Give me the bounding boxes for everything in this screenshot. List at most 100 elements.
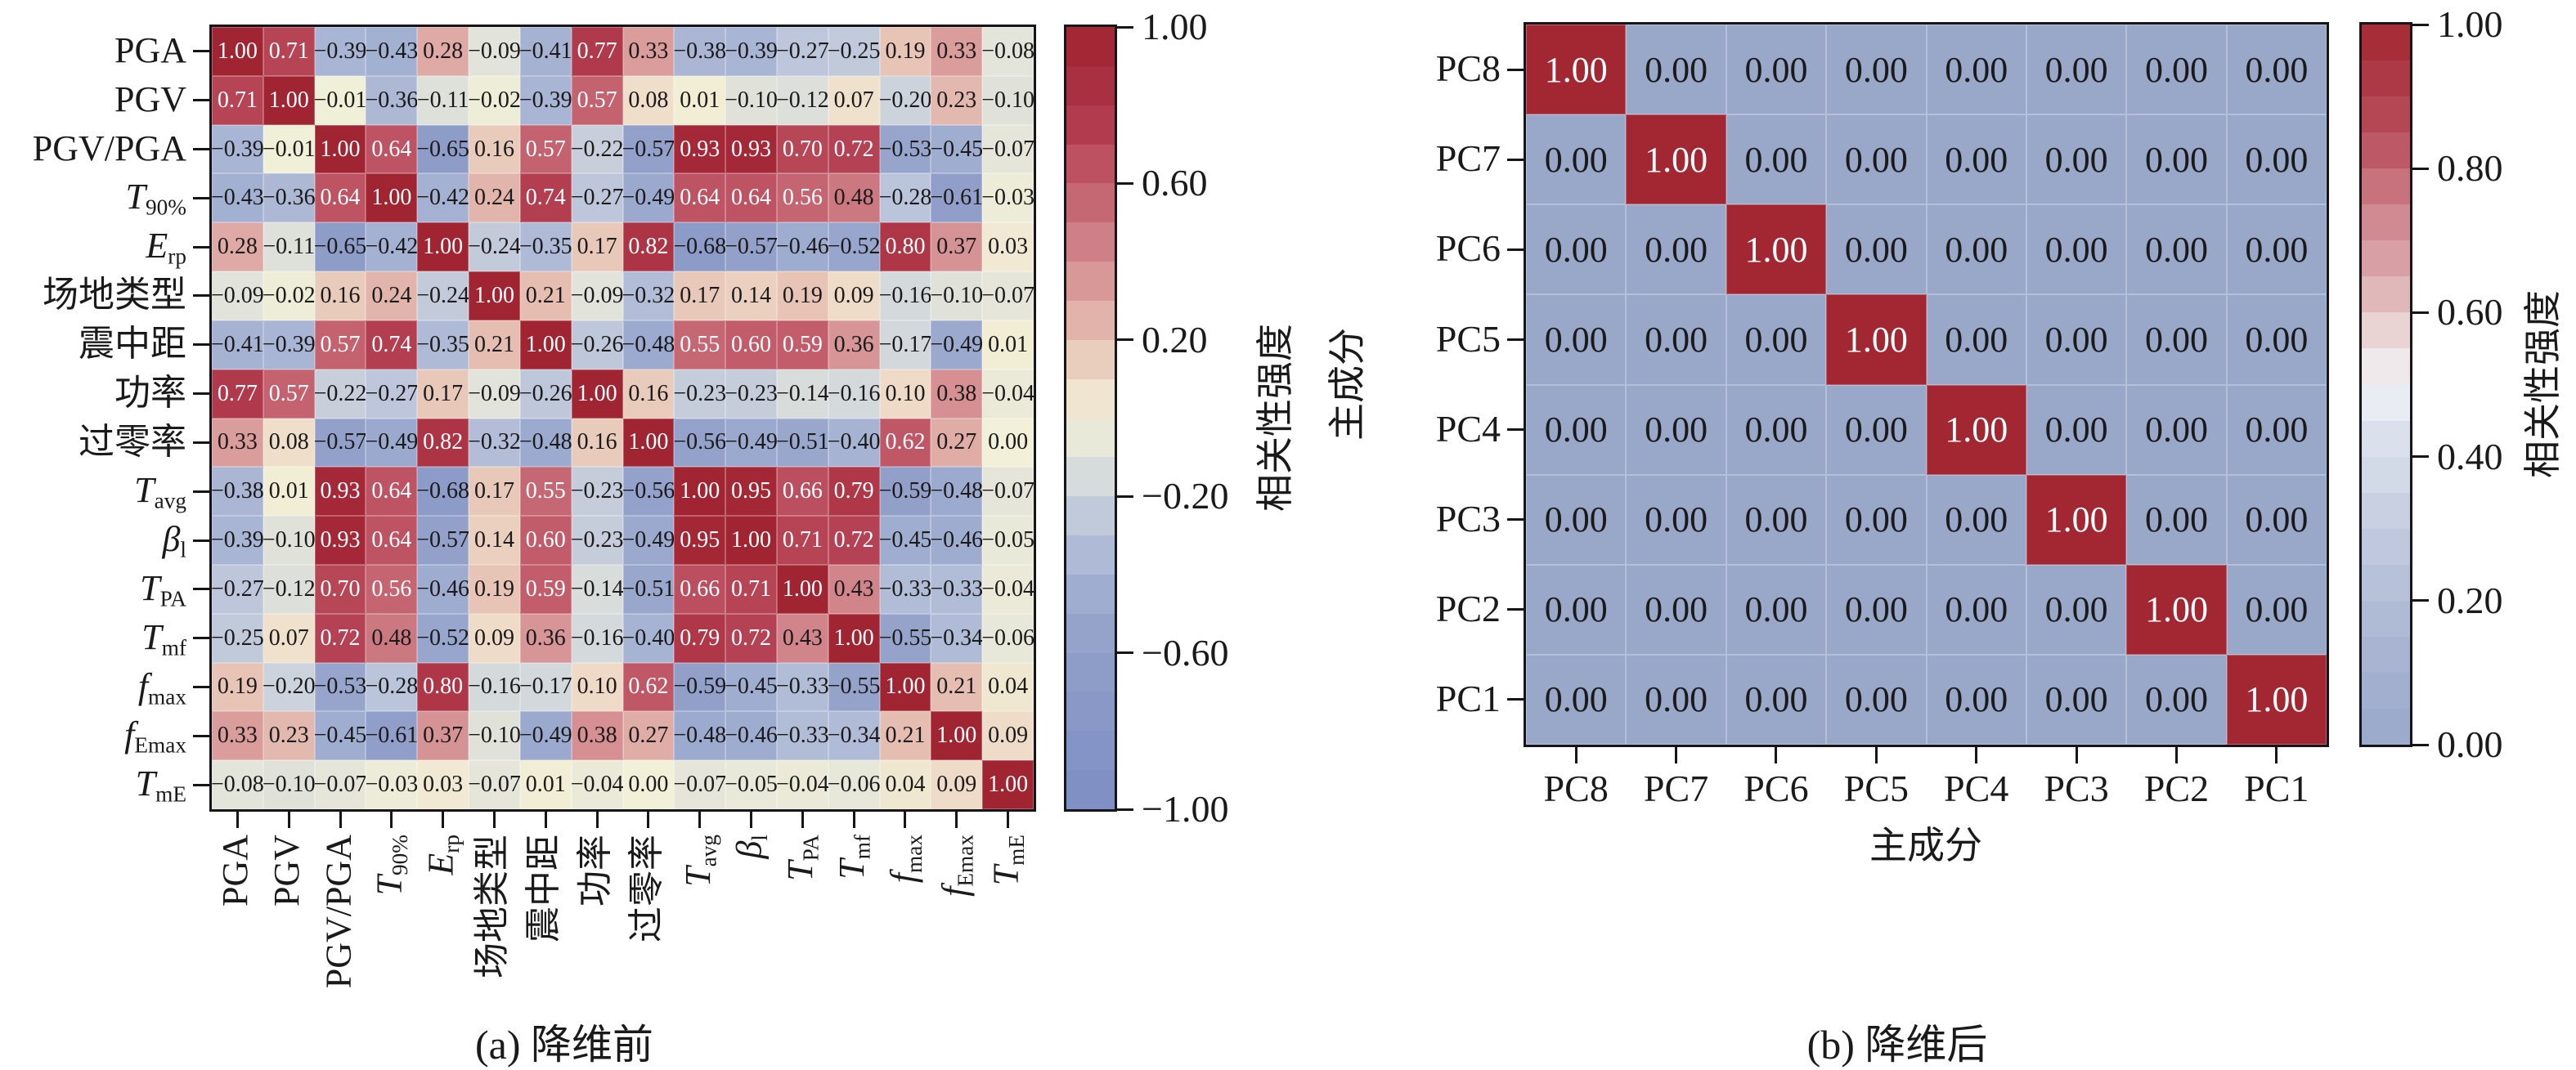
- heatmap-cell: 0.04: [879, 760, 931, 809]
- heatmap-cell: 0.00: [2026, 114, 2127, 205]
- heatmap-cell: 0.00: [2226, 204, 2327, 295]
- y-tick: [193, 196, 209, 199]
- colorbar-band: [2362, 276, 2410, 313]
- colorbar-band: [1066, 496, 1115, 536]
- x-tick: [852, 812, 855, 828]
- heatmap-cell: −0.23: [725, 369, 778, 419]
- heatmap-cell: 0.80: [879, 222, 931, 272]
- x-tick: [492, 812, 496, 828]
- heatmap-cell: 0.00: [2226, 114, 2327, 205]
- heatmap-cell: −0.11: [263, 222, 315, 272]
- x-tick: [442, 812, 445, 828]
- heatmap-cell: −0.59: [879, 467, 931, 517]
- heatmap-cell: −0.42: [365, 222, 418, 272]
- heatmap-cell: 0.21: [879, 711, 931, 761]
- heatmap-cell: 0.16: [571, 418, 623, 468]
- y-tick-label: PC8: [1435, 47, 1501, 90]
- heatmap-cell: 0.80: [417, 662, 469, 712]
- heatmap-cell: 1.00: [417, 222, 469, 272]
- heatmap-cell: 0.00: [1726, 25, 1827, 115]
- colorbar-band: [2362, 528, 2410, 566]
- y-tick: [193, 734, 209, 737]
- heatmap-cell: 0.09: [469, 613, 520, 663]
- x-tick: [904, 812, 907, 828]
- heatmap-cell: 1.00: [212, 27, 263, 76]
- heatmap-cell: −0.39: [263, 320, 316, 369]
- heatmap-cell: −0.20: [263, 662, 316, 712]
- x-tick-label: PGA: [215, 835, 256, 907]
- heatmap-cell: 0.19: [879, 27, 931, 76]
- heatmap-cell: −0.03: [365, 760, 418, 809]
- heatmap-cell: −0.26: [571, 320, 624, 369]
- heatmap-cell: 0.17: [417, 369, 469, 419]
- heatmap-cell: −0.59: [673, 662, 726, 712]
- heatmap-cell: −0.23: [571, 516, 624, 565]
- colorbar-band: [1066, 770, 1115, 809]
- colorbar-band: [1066, 27, 1115, 67]
- x-tick: [698, 812, 702, 828]
- colorbar-band: [1066, 222, 1115, 262]
- heatmap-cell: 0.00: [1726, 474, 1827, 565]
- heatmap-cell: 1.00: [2226, 654, 2327, 745]
- colorbar-tick-label: 0.00: [2437, 723, 2503, 765]
- colorbar-tick: [1117, 181, 1133, 185]
- heatmap-cell: −0.04: [776, 760, 829, 809]
- heatmap-cell: −0.57: [416, 516, 469, 565]
- colorbar-band: [1066, 144, 1115, 184]
- heatmap-cell: 1.00: [1726, 204, 1827, 295]
- heatmap-cell: 0.59: [519, 564, 572, 614]
- heatmap-cell: 0.16: [622, 369, 675, 419]
- heatmap-cell: 0.00: [1826, 564, 1927, 655]
- heatmap-cell: −0.51: [622, 564, 675, 614]
- heatmap-cell: −0.42: [416, 173, 469, 223]
- heatmap-cell: 0.00: [2226, 474, 2327, 565]
- colorbar-tick: [2412, 599, 2429, 602]
- heatmap-cell: −0.02: [468, 75, 521, 125]
- heatmap-cell: −0.12: [776, 75, 829, 125]
- heatmap-cell: 1.00: [674, 467, 726, 517]
- heatmap-cell: −0.46: [725, 711, 778, 761]
- heatmap-cell: 0.08: [622, 75, 675, 125]
- x-tick: [1675, 747, 1678, 763]
- heatmap-cell: 0.00: [2126, 25, 2227, 115]
- heatmap-cell: −0.04: [981, 369, 1034, 419]
- heatmap-cell: 1.00: [469, 271, 520, 320]
- heatmap-cell: 0.00: [1926, 654, 2026, 745]
- heatmap-cell: −0.25: [211, 613, 264, 663]
- heatmap-cell: −0.09: [468, 369, 521, 419]
- heatmap-cell: −0.65: [314, 222, 366, 272]
- heatmap-cell: 0.27: [622, 711, 675, 761]
- heatmap-cell: 0.00: [2126, 294, 2227, 385]
- heatmap-cell: 0.00: [1626, 654, 1726, 745]
- x-tick-label: PC8: [1543, 768, 1609, 809]
- x-tick: [2174, 747, 2178, 763]
- heatmap-cell: 1.00: [982, 760, 1034, 809]
- y-tick: [193, 490, 209, 493]
- heatmap-cell: −0.32: [622, 271, 675, 320]
- heatmap-cell: 0.00: [982, 418, 1034, 468]
- heatmap-cell: 0.00: [2126, 654, 2227, 745]
- heatmap-cell: 0.24: [469, 173, 520, 223]
- heatmap-cell: 1.00: [1926, 384, 2026, 475]
- colorbar-band: [2362, 492, 2410, 530]
- heatmap-cell: −0.25: [828, 27, 881, 76]
- heatmap-cell: 0.74: [519, 173, 572, 223]
- colorbar-band: [1066, 65, 1115, 106]
- heatmap-cell: 0.17: [571, 222, 623, 272]
- colorbar-band: [1066, 613, 1115, 654]
- heatmap-cell: −0.53: [314, 662, 366, 712]
- heatmap-cell: 1.00: [1626, 114, 1726, 205]
- x-tick: [544, 812, 547, 828]
- heatmap-cell: 0.77: [212, 369, 263, 419]
- x-tick: [750, 812, 753, 828]
- x-tick-label: PC1: [2244, 768, 2309, 809]
- heatmap-cell: 0.01: [519, 760, 572, 809]
- heatmap-after-reduction: 1.00 0.00 0.00 0.00 0.00 0.00 0.00 0.00 0.00 1.00…: [1524, 22, 2329, 747]
- y-tick-label: 震中距: [79, 323, 186, 364]
- heatmap-cell: 0.01: [674, 75, 726, 125]
- heatmap-cell: 0.60: [725, 320, 777, 369]
- heatmap-cell: 0.70: [776, 124, 828, 174]
- heatmap-cell: 0.00: [2026, 564, 2127, 655]
- heatmap-cell: −0.24: [468, 222, 521, 272]
- heatmap-cell: −0.57: [314, 418, 366, 468]
